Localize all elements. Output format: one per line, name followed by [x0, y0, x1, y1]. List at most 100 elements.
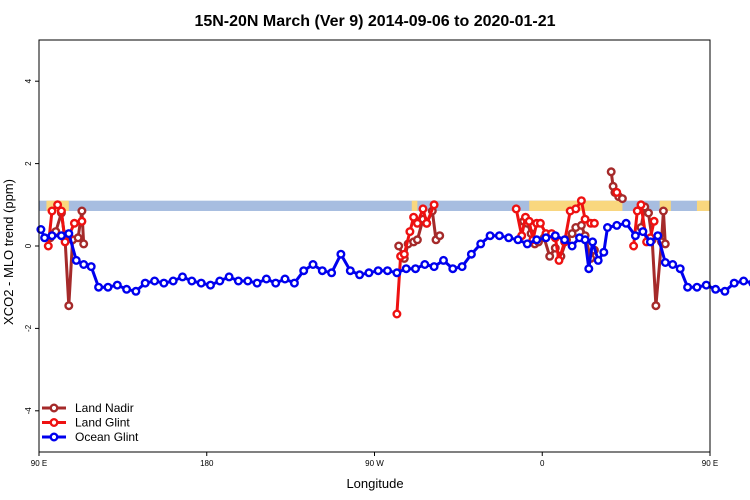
data-point	[233, 276, 243, 286]
data-point	[177, 272, 187, 282]
data-point	[560, 235, 570, 245]
data-point	[638, 227, 648, 237]
data-point	[43, 241, 53, 251]
x-tick-label: 90 E	[31, 459, 47, 468]
data-point	[513, 235, 523, 245]
data-point	[355, 270, 365, 280]
data-point	[606, 167, 616, 177]
chart-title: 15N-20N March (Ver 9) 2014-09-06 to 2020…	[194, 13, 555, 30]
data-point	[658, 206, 668, 216]
data-point	[422, 218, 432, 228]
data-point	[429, 200, 439, 210]
data-point	[621, 218, 631, 228]
data-point	[364, 268, 374, 278]
data-point	[466, 249, 476, 259]
data-point	[140, 278, 150, 288]
data-point	[405, 227, 415, 237]
x-tick-label: 90 E	[702, 459, 718, 468]
ocean-land-band	[39, 200, 710, 211]
data-point	[224, 272, 234, 282]
data-point	[327, 268, 337, 278]
data-point	[576, 196, 586, 206]
data-point	[79, 260, 89, 270]
data-point	[383, 266, 393, 276]
data-point	[261, 274, 271, 284]
data-point	[317, 266, 327, 276]
data-point	[64, 229, 74, 239]
series-land-glint	[43, 187, 659, 319]
data-point	[69, 218, 79, 228]
y-tick-label: 0	[24, 243, 33, 248]
data-point	[429, 262, 439, 272]
data-point	[60, 237, 70, 247]
data-point	[457, 262, 467, 272]
data-point	[299, 266, 309, 276]
data-point	[580, 214, 590, 224]
data-point	[392, 268, 402, 278]
data-point	[373, 266, 383, 276]
data-point	[411, 264, 421, 274]
x-tick-label: 90 W	[365, 459, 384, 468]
data-point	[567, 229, 577, 239]
data-point	[567, 241, 577, 251]
data-point	[644, 208, 654, 218]
land-band-span	[659, 200, 671, 211]
data-point	[711, 284, 721, 294]
x-axis: 90 E 180 90 W 0 90 E	[31, 452, 718, 468]
data-point	[522, 239, 532, 249]
legend-label: Ocean Glint	[75, 430, 139, 444]
legend-marker	[49, 403, 59, 413]
data-point	[476, 239, 486, 249]
data-point	[612, 220, 622, 230]
data-point	[554, 255, 564, 265]
data-point	[584, 264, 594, 274]
data-point	[77, 206, 87, 216]
data-point	[418, 204, 428, 214]
data-point	[345, 266, 355, 276]
x-axis-label: Longitude	[346, 476, 403, 491]
data-point	[524, 216, 534, 226]
data-point	[660, 239, 670, 249]
data-point	[603, 222, 613, 232]
legend-label: Land Glint	[75, 416, 130, 430]
plot-frame	[38, 39, 711, 453]
data-point	[196, 278, 206, 288]
data-point	[56, 231, 66, 241]
data-point	[412, 235, 422, 245]
data-point	[630, 231, 640, 241]
x-tick-label: 0	[540, 459, 545, 468]
data-point	[77, 216, 87, 226]
data-point	[511, 204, 521, 214]
data-point	[550, 231, 560, 241]
data-point	[545, 251, 555, 261]
data-point	[420, 260, 430, 270]
data-point	[308, 260, 318, 270]
legend-item: Land Nadir	[42, 401, 134, 415]
legend-marker	[49, 418, 59, 428]
series-ocean-glint	[36, 218, 750, 296]
data-point	[94, 282, 104, 292]
data-point	[739, 276, 749, 286]
y-axis: -4 -2 0 2 4	[24, 78, 39, 414]
data-point	[289, 278, 299, 288]
data-point	[651, 301, 661, 311]
data-point	[394, 241, 404, 251]
data-point	[636, 200, 646, 210]
data-point	[653, 231, 663, 241]
y-axis-label: XCO2 - MLO trend (ppm)	[1, 179, 16, 325]
y-tick-label: -2	[24, 324, 33, 332]
data-point	[168, 276, 178, 286]
data-point	[599, 247, 609, 257]
data-point	[612, 187, 622, 197]
data-point	[412, 218, 422, 228]
data-point	[71, 255, 81, 265]
data-point	[580, 235, 590, 245]
legend-item: Land Glint	[42, 416, 130, 430]
y-tick-label: 2	[24, 161, 33, 166]
data-point	[645, 237, 655, 247]
data-point	[448, 264, 458, 274]
data-point	[401, 264, 411, 274]
data-point	[683, 282, 693, 292]
data-point	[103, 282, 113, 292]
